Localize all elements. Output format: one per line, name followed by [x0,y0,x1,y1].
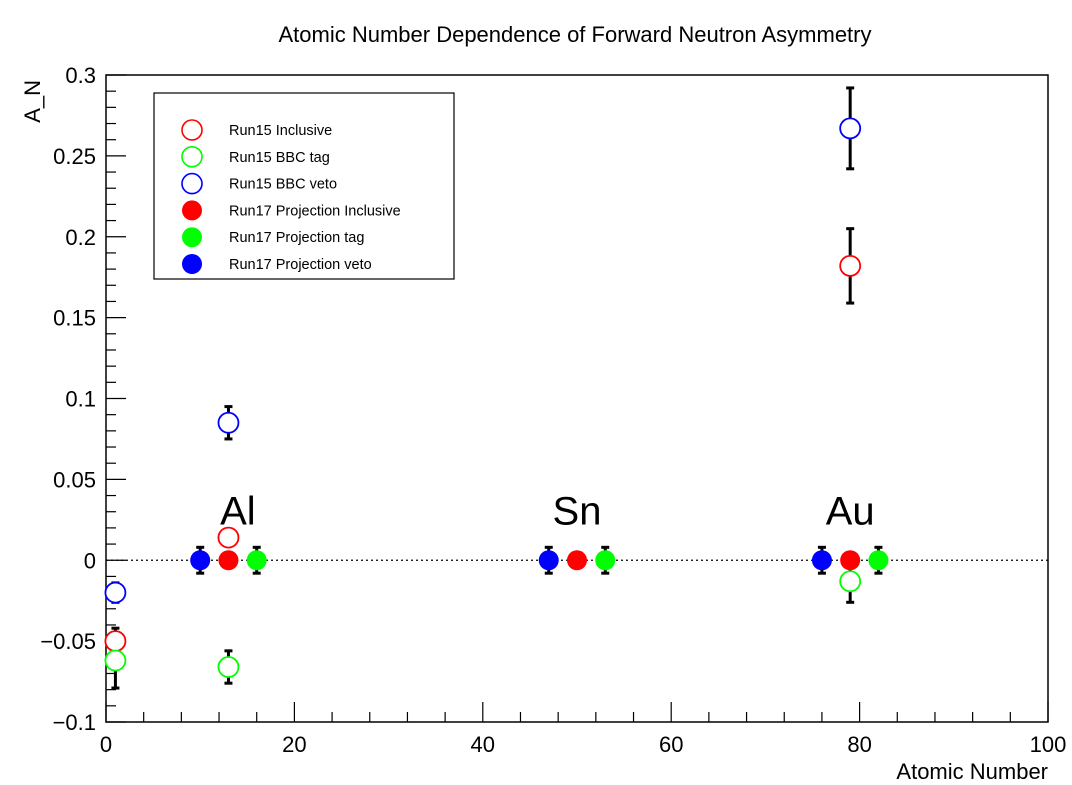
data-point [104,581,127,604]
data-point [839,570,862,593]
element-annotation: Al [220,490,256,534]
element-annotation: Sn [553,490,602,534]
data-point [840,550,861,571]
data-point [104,649,127,672]
x-tick-label: 100 [1030,732,1067,757]
data-point [217,656,240,678]
legend-marker [182,254,202,274]
x-tick-label: 80 [847,732,871,757]
legend-label: Run15 BBC tag [229,150,330,166]
legend-label: Run17 Projection veto [229,257,372,273]
legend-label: Run15 BBC veto [229,177,337,193]
legend-marker [182,200,202,221]
y-tick-label: 0.2 [65,225,96,250]
y-tick-label: −0.1 [53,710,96,735]
data-point [217,411,240,434]
legend-label: Run17 Projection tag [229,230,364,246]
data-point [868,550,889,571]
legend-marker [182,227,202,248]
data-point [104,630,127,653]
y-axis-label: A_N [20,80,45,123]
legend-box [153,92,455,280]
data-point [839,254,862,277]
x-tick-label: 20 [282,732,306,757]
x-axis-label: Atomic Number [896,759,1048,784]
chart-title: Atomic Number Dependence of Forward Neut… [278,22,871,47]
legend-marker [181,146,203,168]
y-tick-label: 0.05 [53,467,96,492]
legend-label: Run15 Inclusive [229,123,332,139]
element-annotation: Au [826,490,875,534]
legend-marker [181,172,203,195]
legend-marker [181,119,203,141]
y-tick-label: 0.3 [65,63,96,88]
data-point [190,550,211,571]
x-tick-label: 40 [471,732,495,757]
data-point [567,550,587,571]
legend-label: Run17 Projection Inclusive [229,203,401,219]
data-point [217,526,240,549]
y-tick-label: −0.05 [40,629,96,654]
x-tick-label: 0 [100,732,112,757]
y-tick-label: 0.25 [53,144,96,169]
data-point [595,550,616,571]
y-tick-label: 0 [84,548,96,573]
y-tick-label: 0.15 [53,306,96,331]
data-point [839,117,862,140]
data-point [811,550,832,571]
y-tick-label: 0.1 [65,387,96,412]
x-tick-label: 60 [659,732,683,757]
data-point [218,550,239,571]
data-point [246,550,267,571]
data-point [538,550,559,571]
